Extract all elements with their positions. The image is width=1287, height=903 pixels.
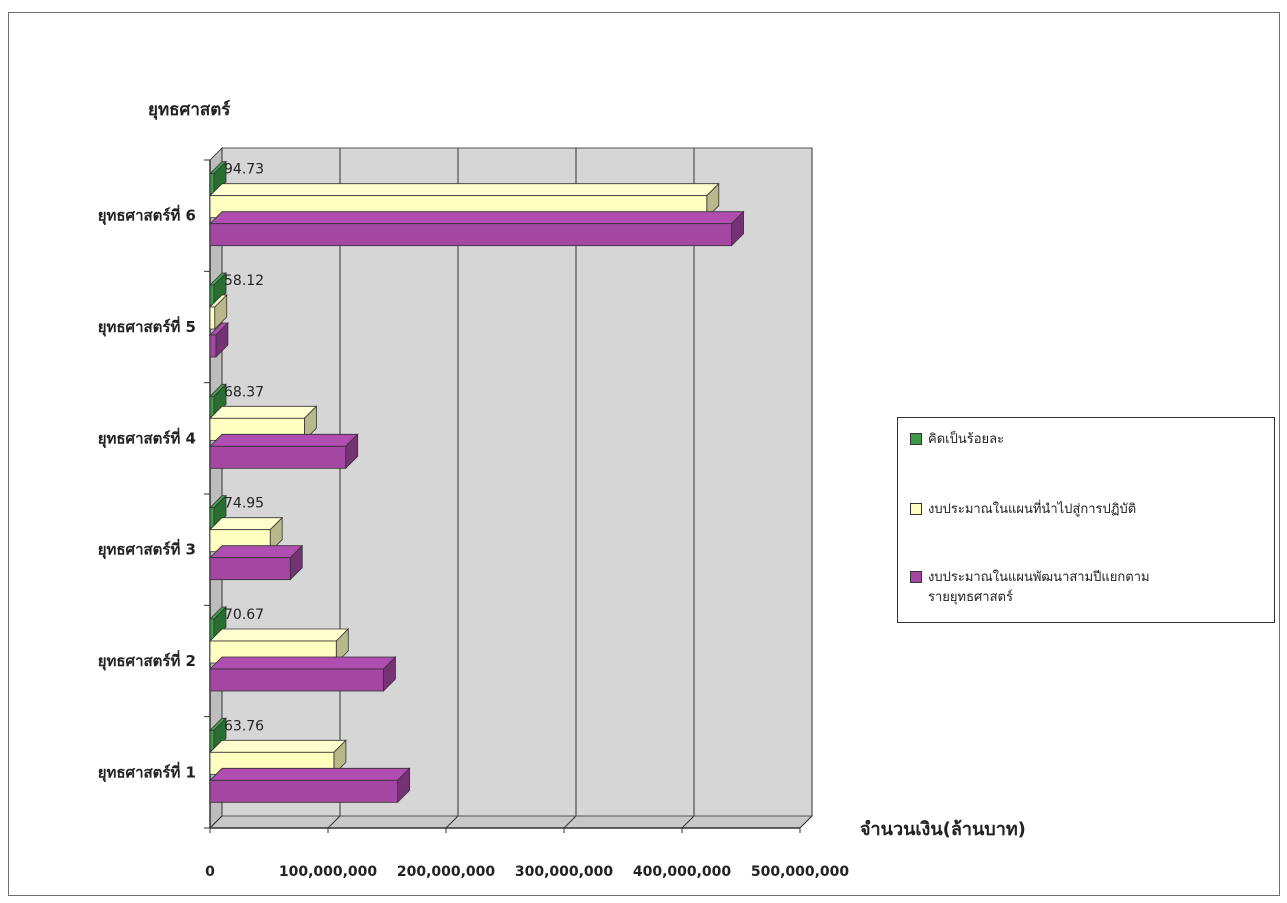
- x-tick-label: 400,000,000: [633, 864, 732, 880]
- x-axis-title: จำนวนเงิน(ล้านบาท): [860, 819, 1026, 840]
- bar-percent-front: [209, 507, 215, 529]
- y-category-label: ยุทธศาสตร์ที่ 1: [98, 761, 196, 782]
- bar-budget-planned-top: [209, 433, 359, 447]
- data-label-percent: 70.67: [224, 607, 264, 623]
- legend-label-percent: คิดเป็นร้อยละ: [928, 432, 1005, 447]
- plot-background: [208, 146, 814, 830]
- bar-budget-planned: [209, 767, 411, 804]
- bar-budget-planned-front: [209, 557, 291, 581]
- x-tick-label: 0: [205, 864, 215, 880]
- y-category-label: ยุทธศาสตร์ที่ 5: [98, 316, 196, 337]
- bar-budget-implemented-top: [209, 183, 720, 197]
- gridline-floor: [327, 815, 341, 829]
- bar-budget-planned-front: [209, 779, 399, 803]
- plot-floor: [208, 815, 814, 829]
- data-label-percent: 58.12: [224, 273, 264, 289]
- legend-swatch-budget-planned: [910, 571, 922, 583]
- data-label-percent: 68.37: [224, 384, 264, 400]
- gridlines: [209, 148, 813, 829]
- bar-budget-planned-top: [209, 656, 397, 670]
- gridline-floor: [681, 815, 695, 829]
- legend-swatch-percent: [910, 433, 922, 445]
- plot-back-wall: [221, 147, 813, 817]
- x-tick-label: 200,000,000: [397, 864, 496, 880]
- bar-percent: [209, 494, 227, 529]
- bar-percent-front: [209, 173, 215, 195]
- bar-percent-front: [209, 395, 215, 417]
- x-tick-label: 100,000,000: [279, 864, 378, 880]
- bar-budget-implemented-top: [209, 739, 347, 753]
- gridline-floor: [563, 815, 577, 829]
- y-category-label: ยุทธศาสตร์ที่ 6: [98, 205, 196, 226]
- gridline-floor: [445, 815, 459, 829]
- bar-budget-implemented-top: [209, 405, 318, 419]
- bar-budget-planned-front: [209, 668, 384, 692]
- bar-percent-front: [209, 284, 215, 306]
- gridline-floor: [209, 815, 223, 829]
- bar-budget-planned: [209, 322, 229, 358]
- bar-percent: [209, 160, 227, 195]
- legend-item-budget-implemented: งบประมาณในแผนที่นำไปสู่การปฏิบัติ: [910, 500, 1268, 520]
- bar-percent: [209, 606, 227, 640]
- legend-swatch-budget-implemented: [910, 503, 922, 515]
- axes: [204, 159, 801, 833]
- bar-percent: [209, 272, 227, 306]
- bar-budget-implemented-top: [209, 628, 350, 642]
- bar-percent: [209, 717, 227, 752]
- legend-item-budget-planned: งบประมาณในแผนพัฒนาสามปีแยกตามรายยุทธศาสต…: [910, 568, 1158, 608]
- bar-budget-planned-front: [209, 445, 347, 469]
- bars: [209, 160, 745, 804]
- labels: 0 100,000,000 200,000,000 300,000,000 400,00…: [98, 99, 1026, 880]
- chart-title: ยุทธศาสตร์: [148, 99, 231, 120]
- y-category-label: ยุทธศาสตร์ที่ 4: [98, 427, 196, 448]
- legend-item-percent: คิดเป็นร้อยละ: [910, 430, 1268, 450]
- bar-budget-planned-top: [209, 767, 411, 781]
- bar-budget-implemented: [209, 294, 228, 330]
- bar-budget-planned: [209, 433, 359, 470]
- legend-label-budget-implemented: งบประมาณในแผนที่นำไปสู่การปฏิบัติ: [928, 502, 1137, 517]
- data-label-percent: 74.95: [224, 496, 264, 512]
- bar-budget-implemented-front: [209, 306, 216, 330]
- x-tick-label: 500,000,000: [751, 864, 850, 880]
- bar-budget-planned-front: [209, 334, 217, 358]
- bar-budget-planned: [209, 544, 304, 581]
- bar-budget-planned: [209, 656, 397, 692]
- bar-percent-front: [209, 729, 215, 751]
- legend: คิดเป็นร้อยละ งบประมาณในแผนที่นำไปสู่การ…: [897, 417, 1275, 623]
- bar-budget-planned-top: [209, 211, 745, 225]
- legend-label-budget-planned: งบประมาณในแผนพัฒนาสามปีแยกตามรายยุทธศาสต…: [928, 570, 1150, 605]
- y-category-label: ยุทธศาสตร์ที่ 2: [98, 650, 196, 671]
- bar-budget-planned: [209, 210, 745, 247]
- bar-budget-planned-top: [209, 545, 304, 559]
- gridline-floor: [799, 815, 813, 829]
- y-category-label: ยุทธศาสตร์ที่ 3: [98, 539, 196, 560]
- bar-budget-planned-front: [209, 223, 732, 247]
- bar-budget-implemented-top: [209, 517, 284, 531]
- data-label-percent: 63.76: [224, 718, 264, 734]
- bar-percent-front: [209, 618, 215, 640]
- data-label-percent: 94.73: [224, 162, 264, 178]
- x-tick-label: 300,000,000: [515, 864, 614, 880]
